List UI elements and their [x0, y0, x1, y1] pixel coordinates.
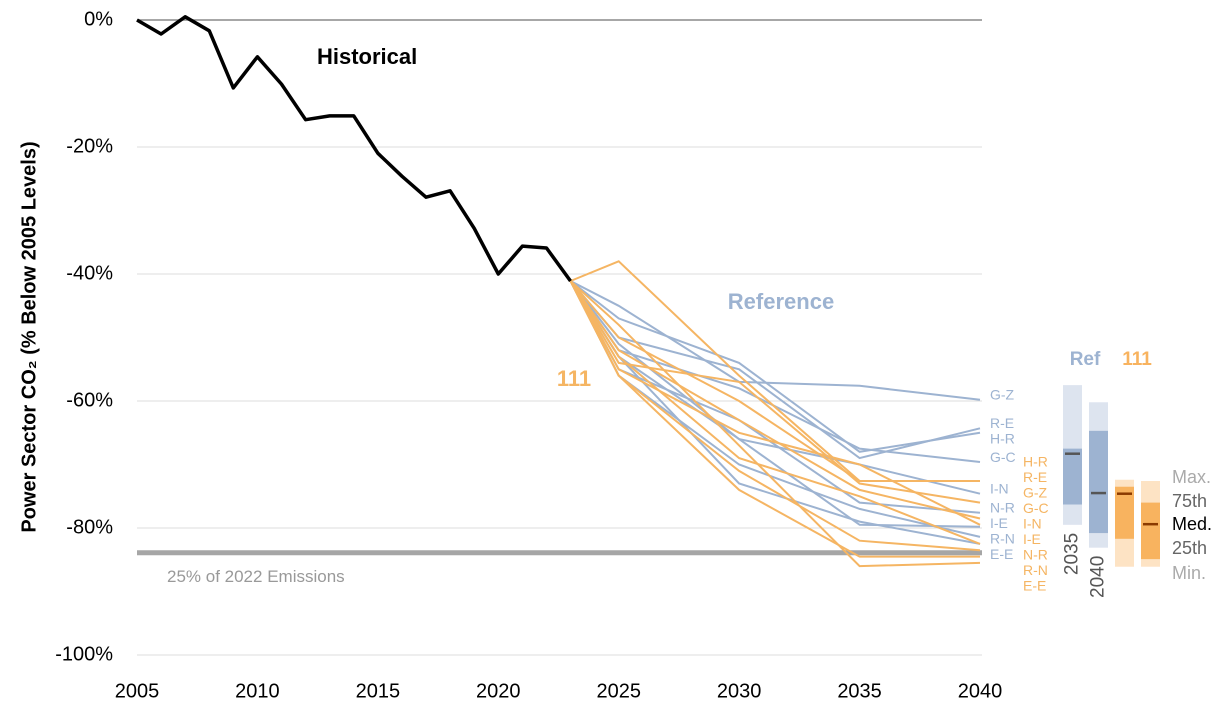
scenario-line	[569, 280, 981, 545]
historical-line	[136, 15, 572, 283]
x-tick-label: 2025	[596, 680, 641, 702]
box-legend-label: Min.	[1172, 563, 1206, 583]
scenario-line	[569, 280, 981, 453]
threshold-label: 25% of 2022 Emissions	[167, 567, 345, 586]
group-annotation: 111	[557, 366, 591, 391]
series-end-label: N-R	[1023, 546, 1048, 562]
series-end-label: R-E	[990, 415, 1014, 431]
box-year-label: 2040	[1088, 556, 1109, 598]
box-legend-label: 75th	[1172, 491, 1207, 511]
x-tick-label: 2035	[837, 680, 882, 702]
box-group-title: Ref	[1070, 349, 1101, 370]
series-end-label: G-Z	[1023, 484, 1048, 500]
box-iqr	[1141, 502, 1160, 560]
series-end-label: I-E	[1023, 531, 1041, 547]
series-end-label: G-C	[1023, 500, 1049, 516]
box-iqr	[1115, 486, 1134, 539]
group-annotation: Reference	[728, 289, 834, 314]
y-tick-label: -80%	[66, 516, 113, 538]
scenario-line	[569, 280, 981, 504]
series-end-label: I-E	[990, 515, 1008, 531]
y-tick-label: -100%	[55, 643, 113, 665]
series-end-label: N-R	[990, 500, 1015, 516]
series-end-label: R-E	[1023, 469, 1047, 485]
series-end-label: R-N	[1023, 562, 1048, 578]
series-end-label: H-R	[990, 431, 1015, 447]
y-tick-label: -20%	[66, 135, 113, 157]
y-axis-label: Power Sector CO₂ (% Below 2005 Levels)	[18, 141, 40, 532]
x-tick-label: 2015	[356, 680, 401, 702]
scenario-line	[569, 280, 981, 568]
box-legend-label: Med.	[1172, 514, 1212, 534]
box-iqr	[1063, 448, 1082, 505]
scenario-line	[569, 280, 981, 520]
x-tick-label: 2040	[958, 680, 1003, 702]
series-end-label: E-E	[990, 546, 1013, 562]
y-tick-label: -60%	[66, 389, 113, 411]
x-tick-label: 2005	[115, 680, 160, 702]
box-legend-label: 25th	[1172, 538, 1207, 558]
y-tick-label: -40%	[66, 262, 113, 284]
scenario-line	[569, 280, 980, 482]
scenario-line	[569, 280, 980, 558]
series-annotation: Historical	[317, 44, 417, 69]
box-year-label: 2035	[1062, 533, 1083, 575]
scenario-line	[569, 280, 981, 538]
x-tick-label: 2030	[717, 680, 762, 702]
scenario-line	[569, 280, 981, 526]
series-end-label: R-N	[990, 531, 1015, 547]
box-iqr	[1089, 430, 1108, 534]
box-group-title: 111	[1122, 349, 1152, 370]
series-end-label: I-N	[990, 481, 1009, 497]
series-end-label: G-C	[990, 449, 1016, 465]
series-end-label: E-E	[1023, 577, 1046, 593]
series-end-label: H-R	[1023, 453, 1048, 469]
y-tick-label: 0%	[84, 8, 113, 30]
series-end-label: G-Z	[990, 387, 1015, 403]
x-tick-label: 2020	[476, 680, 521, 702]
scenario-line	[569, 280, 981, 528]
series-end-label: I-N	[1023, 515, 1042, 531]
x-tick-label: 2010	[235, 680, 280, 702]
box-legend-label: Max.	[1172, 467, 1211, 487]
